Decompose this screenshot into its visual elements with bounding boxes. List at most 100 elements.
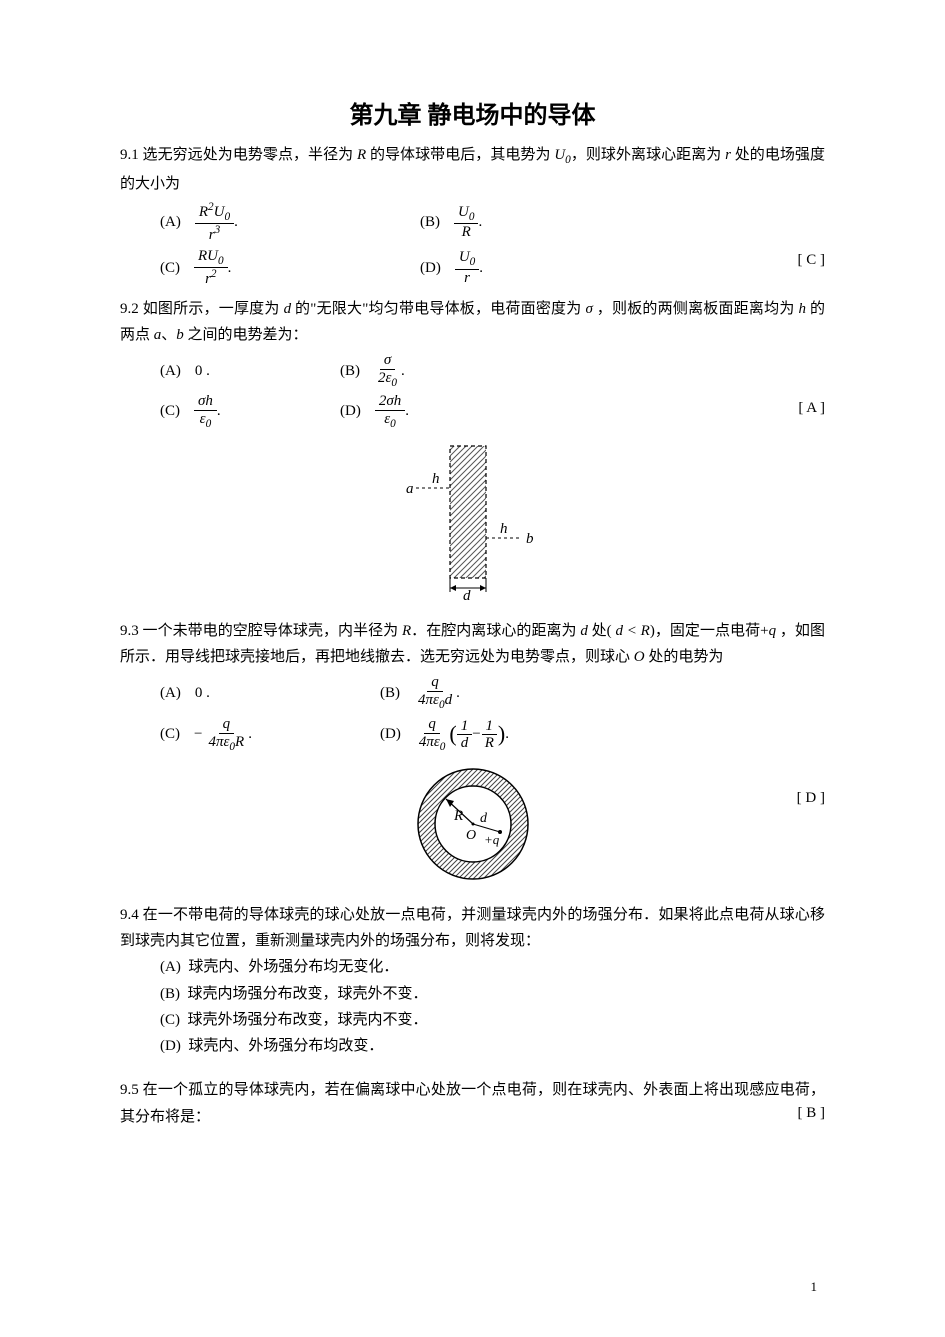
p93-opt-C: (C) − q 4πε0R . [120, 716, 340, 753]
p93-D-po: ( [449, 715, 456, 754]
p93-A-label: (A) [160, 680, 181, 706]
p94-C-text: 球壳外场强分布改变，球壳内不变． [188, 1012, 428, 1028]
p92-tc: ，则板的两侧离板面距离均为 [593, 301, 799, 317]
p92-D-dot: . [405, 398, 409, 424]
p92-te: 、 [161, 327, 176, 343]
p93-num: 9.3 [120, 623, 139, 639]
p95-num: 9.5 [120, 1082, 139, 1098]
p93-D-den1: 4πε0 [415, 734, 450, 753]
p93-opt-D: (D) q 4πε0 ( 1 d − 1 R ) . [340, 715, 509, 754]
p94-A-label: (A) [160, 959, 181, 975]
p92-C-num: σh [194, 393, 217, 411]
p91-D-frac: U0 r [455, 249, 479, 286]
page-number: 1 [811, 1279, 818, 1295]
p93-text: 9.3 一个未带电的空腔导体球壳，内半径为 R．在腔内离球心的距离为 d 处( … [120, 618, 825, 671]
p93-D-d1: d [457, 735, 473, 752]
p91-A-frac: R2U0 r3 [195, 201, 234, 244]
p91-C-num: RU0 [194, 248, 228, 268]
p92-D-frac: 2σh ε0 [375, 393, 405, 430]
p92-C-den: ε0 [196, 411, 216, 430]
p91-opt-B: (B) U0 R . [380, 204, 482, 241]
p92-opt-D: (D) 2σh ε0 . [300, 393, 409, 430]
chapter-title: 第九章 静电场中的导体 [120, 95, 825, 130]
p93-D-n1: 1 [457, 718, 473, 736]
p91-C-label: (C) [160, 255, 180, 281]
p92-num: 9.2 [120, 301, 139, 317]
p93-D-d2: R [481, 735, 498, 752]
p91-A-dot: . [234, 209, 238, 235]
p92-B-label: (B) [340, 358, 360, 384]
p92-C-label: (C) [160, 398, 180, 424]
p94-answer: [ B ] [798, 1105, 826, 1122]
p94-num: 9.4 [120, 907, 139, 923]
problem-9-5: 9.5 在一个孤立的导体球壳内，若在偏离球中心处放一个点电荷，则在球壳内、外表面… [120, 1077, 825, 1130]
p93-ta: 一个未带电的空腔导体球壳，内半径为 [139, 623, 402, 639]
p91-tb: 的导体球带电后，其电势为 [366, 147, 554, 163]
problem-9-1-text: 9.1 选无穷远处为电势零点，半径为 R 的导体球带电后，其电势为 U0，则球外… [120, 142, 825, 197]
p93-row1: (A) 0 . (B) q 4πε0d . [120, 674, 825, 711]
p93-tf: 处的电势为 [645, 649, 724, 665]
p91-B-label: (B) [420, 209, 440, 235]
p91-D-label: (D) [420, 255, 441, 281]
p93-C-num: q [219, 716, 235, 734]
p92-text: 9.2 如图所示，一厚度为 d 的"无限大"均匀带电导体板，电荷面密度为 σ ，… [120, 296, 825, 349]
p91-num: 9.1 [120, 147, 139, 163]
p94-opt-B: (B) 球壳内场强分布改变，球壳外不变． [160, 981, 825, 1007]
p92-answer: [ A ] [798, 400, 825, 417]
p92-C-frac: σh ε0 [194, 393, 217, 430]
p93-D-frac3: 1 R [481, 718, 498, 752]
p92-row2: (C) σh ε0 . (D) 2σh ε0 . [120, 393, 825, 430]
p92-B-dot: . [401, 358, 405, 384]
p93-tc: 处( [588, 623, 616, 639]
problem-9-1: 9.1 选无穷远处为电势零点，半径为 R 的导体球带电后，其电势为 U0，则球外… [120, 142, 825, 288]
p91-C-frac: RU0 r2 [194, 248, 228, 288]
p94-B-text: 球壳内场强分布改变，球壳外不变． [188, 986, 428, 1002]
problem-9-3: 9.3 一个未带电的空腔导体球壳，内半径为 R．在腔内离球心的距离为 d 处( … [120, 618, 825, 754]
p93-D-frac2: 1 d [457, 718, 473, 752]
p91-R: R [357, 147, 366, 163]
p93-td: )，固定一点电荷+ [650, 623, 769, 639]
p93-D-dot: . [505, 721, 509, 747]
p93-tb: ．在腔内离球心的距离为 [411, 623, 580, 639]
p92-D-num: 2σh [375, 393, 405, 411]
p92-sigma: σ [585, 301, 592, 317]
p93-R: R [402, 623, 411, 639]
svg-text:b: b [526, 531, 534, 547]
p91-U0: U0 [554, 147, 570, 163]
p93-q: q [769, 623, 777, 639]
p91-D-den: r [460, 270, 474, 287]
p94-opt-D: (D) 球壳内、外场强分布均改变． [160, 1033, 825, 1059]
p93-B-num: q [427, 674, 443, 692]
shell-diagram: R O d +q [408, 764, 538, 884]
p93-C-neg: − [194, 721, 202, 747]
svg-text:h: h [500, 521, 508, 537]
p94-D-label: (D) [160, 1038, 181, 1054]
p93-D-num1: q [424, 716, 440, 734]
p91-tc: ，则球外离球心距离为 [571, 147, 725, 163]
p92-b: b [176, 327, 184, 343]
p93-C-dot: . [248, 721, 252, 747]
p93-D-frac1: q 4πε0 [415, 716, 450, 753]
p92-A-val: 0 . [195, 358, 210, 384]
p93-B-frac: q 4πε0d [414, 674, 456, 711]
p93-D-minus: − [472, 721, 480, 747]
svg-text:a: a [406, 481, 414, 497]
p94-opt-A: (A) 球壳内、外场强分布均无变化． [160, 954, 825, 980]
p91-opt-A: (A) R2U0 r3 . [120, 201, 380, 244]
figure-9-2: a h b h d [120, 440, 825, 600]
p94-C-label: (C) [160, 1012, 180, 1028]
p95-text: 9.5 在一个孤立的导体球壳内，若在偏离球中心处放一个点电荷，则在球壳内、外表面… [120, 1077, 825, 1130]
p93-O: O [634, 649, 645, 665]
p93-D-n2: 1 [482, 718, 498, 736]
p91-C-den: r2 [201, 268, 220, 288]
p91-D-dot: . [479, 255, 483, 281]
p95-body: 在一个孤立的导体球壳内，若在偏离球中心处放一个点电荷，则在球壳内、外表面上将出现… [120, 1082, 825, 1124]
p93-B-den: 4πε0d [414, 692, 456, 711]
p93-B-label: (B) [380, 680, 400, 706]
p93-answer: [ D ] [797, 790, 825, 807]
p93-opt-A: (A) 0 . [120, 680, 340, 706]
p91-D-num: U0 [455, 249, 479, 269]
problem-9-2: 9.2 如图所示，一厚度为 d 的"无限大"均匀带电导体板，电荷面密度为 σ ，… [120, 296, 825, 430]
p92-opt-B: (B) σ 2ε0 . [300, 352, 405, 389]
p91-row1: (A) R2U0 r3 . (B) U0 R . [120, 201, 825, 244]
